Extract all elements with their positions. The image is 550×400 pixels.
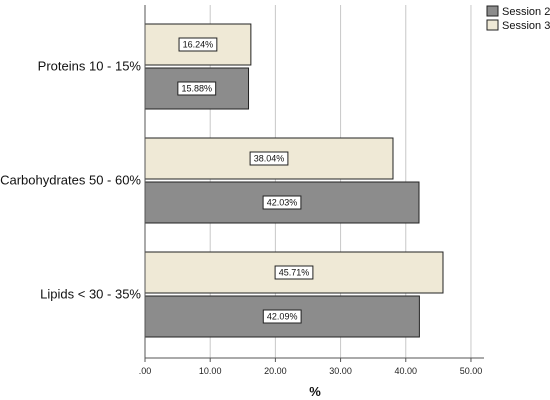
data-label: 42.03% <box>267 198 298 208</box>
data-label-box <box>274 265 314 280</box>
data-label-box <box>249 151 289 166</box>
x-tick-label: .00 <box>139 366 152 376</box>
legend-swatch <box>486 5 499 17</box>
legend: Session 2 Session 3 <box>486 5 550 32</box>
bars: 16.24% 15.88% 38.04% 42.03% 45.71% 42.09% <box>144 23 444 338</box>
data-label: 38.04% <box>254 154 285 164</box>
data-label: 15.88% <box>181 84 212 94</box>
category-label: Lipids < 30 - 35% <box>40 287 141 302</box>
data-label: 45.71% <box>279 268 310 278</box>
data-label-box <box>178 37 218 52</box>
category-label: Proteins 10 - 15% <box>38 59 142 74</box>
x-tick-label: 30.00 <box>329 366 352 376</box>
data-label-box <box>262 195 302 210</box>
data-label: 42.09% <box>267 312 298 322</box>
data-label-box <box>177 81 217 96</box>
legend-swatch <box>486 19 499 31</box>
data-label-box <box>262 309 302 324</box>
category-labels: Proteins 10 - 15% Carbohydrates 50 - 60% L… <box>0 59 141 302</box>
axes <box>144 5 484 359</box>
x-tick-label: 40.00 <box>395 366 418 376</box>
x-ticks: .00 10.00 20.00 30.00 40.00 50.00 <box>139 358 482 376</box>
x-tick-label: 20.00 <box>264 366 287 376</box>
x-axis-label: % <box>309 384 321 399</box>
category-label: Carbohydrates 50 - 60% <box>0 173 141 188</box>
legend-label: Session 2 <box>502 6 550 18</box>
x-tick-label: 50.00 <box>460 366 483 376</box>
legend-label: Session 3 <box>502 20 550 32</box>
x-tick-label: 10.00 <box>199 366 222 376</box>
data-label: 16.24% <box>183 40 214 50</box>
